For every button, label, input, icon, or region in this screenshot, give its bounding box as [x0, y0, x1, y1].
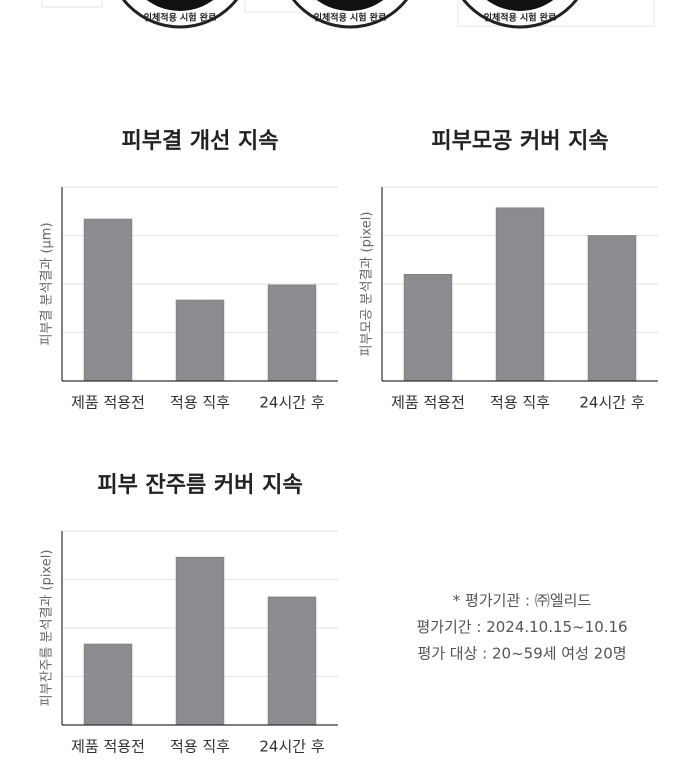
- badge-text: 인체적용 시험 완료: [144, 12, 217, 24]
- x-tick-label: 24시간 후: [259, 738, 324, 756]
- badge-text: 인체적용 시험 완료: [314, 12, 387, 24]
- x-tick-label: 적용 직후: [170, 738, 230, 756]
- chart-title: 피부결 개선 지속: [122, 129, 279, 154]
- note: * 평가기관 : ㈜엘리드: [453, 592, 592, 610]
- badge-core: [146, 0, 214, 11]
- frame: [457, 0, 655, 27]
- bar: [495, 207, 545, 382]
- badge-ring: [461, 0, 579, 29]
- x-tick-label: 적용 직후: [490, 394, 550, 412]
- bar: [403, 273, 453, 382]
- bar: [175, 556, 225, 726]
- bar: [83, 643, 133, 726]
- badge-ring: [121, 0, 239, 29]
- y-axis-label: 피부모공 분석결과 (pixel): [360, 212, 375, 357]
- note: 평가기간 : 2024.10.15~10.16: [416, 618, 627, 636]
- badge-text: 인체적용 시험 완료: [484, 12, 557, 24]
- x-tick-label: 적용 직후: [170, 394, 230, 412]
- note: 평가 대상 : 20~59세 여성 20명: [417, 645, 626, 663]
- badge-core: [316, 0, 384, 11]
- bar: [175, 299, 225, 382]
- bar: [267, 284, 317, 382]
- badge-core: [486, 0, 554, 11]
- badge-ring: [291, 0, 409, 29]
- x-tick-label: 24시간 후: [259, 394, 324, 412]
- y-axis-label: 피부잔주름 분석결과 (pixel): [40, 550, 55, 707]
- bar: [267, 596, 317, 726]
- x-tick-label: 24시간 후: [579, 394, 644, 412]
- x-tick-label: 제품 적용전: [71, 394, 145, 412]
- x-tick-label: 제품 적용전: [71, 738, 145, 756]
- bar: [83, 218, 133, 382]
- x-tick-label: 제품 적용전: [391, 394, 465, 412]
- bar: [587, 235, 637, 382]
- y-axis-label: 피부결 분석결과 (μm): [40, 222, 55, 345]
- chart-title: 피부모공 커버 지속: [431, 129, 608, 154]
- chart-title: 피부 잔주름 커버 지속: [97, 473, 302, 498]
- frame: [41, 0, 103, 8]
